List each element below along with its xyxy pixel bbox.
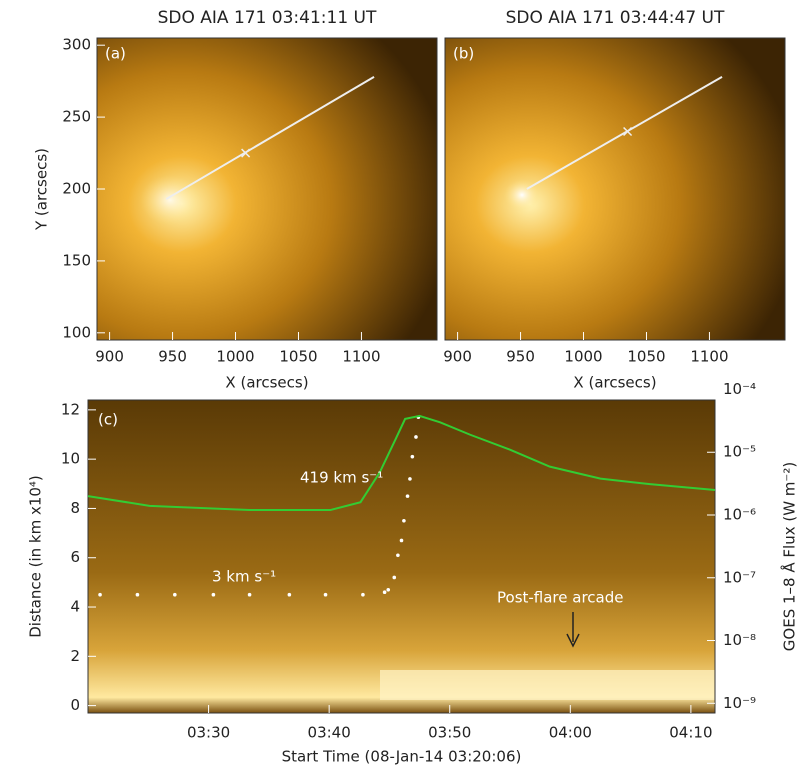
x-marker <box>623 126 633 137</box>
panel-a <box>97 38 437 340</box>
frame <box>87 399 716 714</box>
y-tick-label: 250 <box>62 108 91 126</box>
y-tick-label: 6 <box>70 548 80 566</box>
panel-c <box>88 400 715 713</box>
feature-dot <box>414 435 418 439</box>
feature-dot <box>402 518 406 523</box>
y-tick-label: 4 <box>70 598 80 616</box>
y2-tick-label: 10⁻⁷ <box>723 568 756 586</box>
x-axis-label: Start Time (08-Jan-14 03:20:06) <box>282 748 522 766</box>
panel-label: (c) <box>98 411 118 429</box>
feature-dot <box>98 592 102 597</box>
y2-tick-label: 10⁻⁸ <box>723 631 756 649</box>
arrow-head <box>566 633 580 648</box>
x-marker <box>241 148 251 158</box>
x-tick-label: 1100 <box>690 348 728 366</box>
x-tick-label: 1050 <box>279 348 317 366</box>
feature-dot <box>361 592 365 597</box>
feature-dot <box>287 592 292 597</box>
y-tick-label: 10 <box>61 450 80 468</box>
panel-title: SDO AIA 171 03:41:11 UT <box>158 8 377 28</box>
y-tick-label: 300 <box>62 36 91 54</box>
y-tick-label: 200 <box>62 180 91 198</box>
slit-line <box>165 75 375 200</box>
feature-dot <box>396 553 400 558</box>
x-tick-label: 1050 <box>627 348 665 366</box>
feature-dot <box>173 592 177 597</box>
x-tick-label: 1000 <box>564 348 602 366</box>
slit-line <box>526 75 723 190</box>
image <box>88 400 715 713</box>
y-axis-label: Y (arcsecs) <box>33 148 51 231</box>
y2-tick-label: 10⁻⁴ <box>723 380 756 398</box>
y-tick-label: 100 <box>62 323 91 341</box>
x-tick-label: 950 <box>158 348 187 366</box>
y-tick-label: 150 <box>62 251 91 269</box>
arcade-band <box>380 670 715 700</box>
x-tick-label: 03:40 <box>308 724 351 742</box>
x-tick-label: 900 <box>95 348 124 366</box>
y-tick-label: 8 <box>70 499 80 517</box>
x-axis-label: X (arcsecs) <box>225 374 308 392</box>
goes-flux-line <box>87 414 716 512</box>
image <box>445 38 785 340</box>
y-tick-label: 12 <box>61 400 80 418</box>
feature-dot <box>323 592 328 597</box>
y-axis-label: Distance (in km x10⁴) <box>27 475 45 638</box>
feature-dot <box>408 477 412 481</box>
feature-dot <box>211 592 216 597</box>
x-tick-label: 03:30 <box>187 724 230 742</box>
annotation: 419 km s⁻¹ <box>300 469 383 487</box>
y2-tick-label: 10⁻⁵ <box>723 443 756 461</box>
x-tick-label: 950 <box>506 348 535 366</box>
panel-label: (b) <box>453 45 474 63</box>
y2-tick-label: 10⁻⁶ <box>723 506 756 524</box>
x-tick-label: 1100 <box>342 348 380 366</box>
feature-dot <box>405 494 410 498</box>
x-marker-stroke <box>623 126 633 137</box>
x-marker-stroke <box>241 148 251 158</box>
panel-label: (a) <box>105 45 126 63</box>
y2-axis-label: GOES 1–8 Å Flux (W m⁻²) <box>780 462 799 651</box>
annotation: 3 km s⁻¹ <box>212 568 276 586</box>
annotation: Post-flare arcade <box>497 589 624 607</box>
feature-dot <box>247 592 252 597</box>
x-tick-label: 04:00 <box>549 724 592 742</box>
panel-b <box>445 38 785 340</box>
x-tick-label: 04:10 <box>669 724 712 742</box>
feature-dot <box>386 587 391 592</box>
y2-tick-label: 10⁻⁹ <box>723 694 756 712</box>
x-axis-label: X (arcsecs) <box>573 374 656 392</box>
frame <box>444 37 786 341</box>
y-tick-label: 2 <box>70 647 80 665</box>
panel-title: SDO AIA 171 03:44:47 UT <box>506 8 725 28</box>
feature-dot <box>135 592 140 597</box>
feature-dot <box>392 575 397 580</box>
y-tick-label: 0 <box>70 696 80 714</box>
feature-dot <box>399 538 404 543</box>
x-tick-label: 03:50 <box>428 724 471 742</box>
x-tick-label: 900 <box>443 348 472 366</box>
x-tick-label: 1000 <box>216 348 254 366</box>
feature-dot <box>410 454 415 459</box>
feature-dot <box>382 590 387 595</box>
bright-region <box>140 175 200 225</box>
